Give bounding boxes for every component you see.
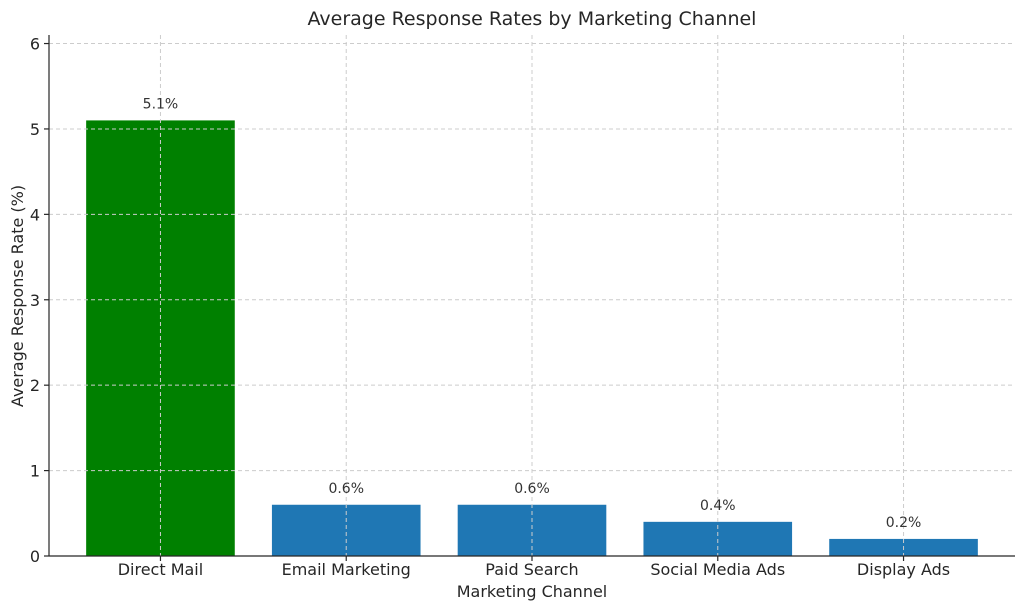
bar-value-label: 0.4%	[700, 498, 736, 514]
x-tick-label: Display Ads	[857, 560, 950, 579]
y-ticks: 0 1 2 3 4 5 6	[30, 35, 49, 566]
y-tick-label: 1	[30, 462, 40, 481]
x-tick-label: Direct Mail	[118, 560, 204, 579]
bar-value-label: 0.2%	[886, 515, 922, 531]
x-tick-label: Email Marketing	[282, 560, 411, 579]
y-axis-label: Average Response Rate (%)	[8, 185, 27, 407]
y-tick-label: 5	[30, 120, 40, 139]
y-tick-label: 4	[30, 205, 40, 224]
y-tick-label: 6	[30, 35, 40, 54]
x-tick-label: Social Media Ads	[650, 560, 785, 579]
y-tick-label: 2	[30, 376, 40, 395]
bar-value-label: 0.6%	[328, 481, 364, 497]
chart-title: Average Response Rates by Marketing Chan…	[308, 8, 757, 30]
x-tick-label: Paid Search	[485, 560, 578, 579]
bar-value-label: 5.1%	[143, 96, 179, 112]
x-ticks: Direct Mail Email Marketing Paid Search Soc…	[118, 556, 950, 579]
x-axis-label: Marketing Channel	[457, 582, 608, 601]
data-labels: 5.1% 0.6% 0.6% 0.4% 0.2%	[143, 96, 922, 531]
y-tick-label: 3	[30, 291, 40, 310]
bar-value-label: 0.6%	[514, 481, 550, 497]
y-tick-label: 0	[30, 547, 40, 566]
